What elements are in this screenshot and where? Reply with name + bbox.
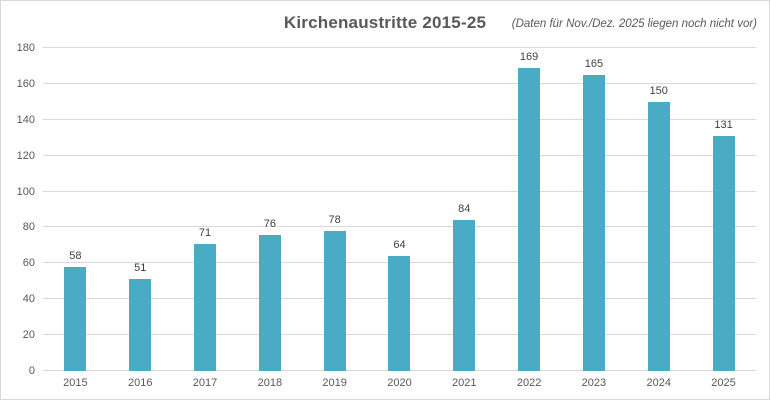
bar-2021 [453, 220, 476, 371]
gridline-y-140 [43, 118, 756, 120]
plot-area: 0 20 40 60 80 100 120 140 160 180 58 2015 51 2016 71 2… [17, 42, 756, 389]
bar-slot-2020: 64 2020 [367, 48, 432, 389]
bar-2018 [258, 234, 281, 371]
bar-2019 [323, 231, 346, 371]
x-axis-tick-label-2023: 2023 [581, 377, 607, 389]
bar-slot-2022: 169 2022 [497, 48, 562, 389]
bar-slot-2017: 71 2017 [173, 48, 238, 389]
y-axis-tick-label: 140 [16, 113, 35, 126]
x-axis-tick-label-2020: 2020 [387, 377, 412, 389]
bar-slot-2025: 131 2025 [691, 48, 756, 389]
chart-title: Kirchenaustritte 2015-25 [283, 13, 487, 32]
x-axis-tick-label-2022: 2022 [516, 377, 542, 389]
bar-2025 [712, 135, 735, 371]
bar-value-label-2022: 169 [519, 50, 539, 63]
bar-2015 [64, 266, 87, 371]
bar-value-label-2023: 165 [584, 57, 604, 70]
bar-2023 [582, 74, 605, 371]
bar-slot-2015: 58 2015 [43, 48, 108, 389]
y-axis-tick-label: 20 [22, 329, 35, 342]
bar-value-label-2015: 58 [69, 249, 82, 262]
bar-value-label-2020: 64 [393, 239, 406, 252]
bar-slot-2021: 84 2021 [432, 48, 497, 389]
bar-2016 [129, 279, 152, 371]
bar-2017 [194, 243, 217, 371]
y-axis-tick-label: 60 [22, 257, 35, 270]
bar-slot-2019: 78 2019 [302, 48, 367, 389]
y-axis-tick-label: 120 [16, 149, 35, 162]
x-axis-tick-label-2024: 2024 [646, 377, 671, 389]
bar-2022 [518, 67, 541, 371]
y-axis-tick-label: 80 [22, 221, 35, 234]
bar-slot-2016: 51 2016 [108, 48, 173, 389]
bars-layer: 58 2015 51 2016 71 2017 76 2018 78 2019 64 2020 84 20… [43, 48, 756, 389]
x-axis-tick-label-2021: 2021 [452, 377, 477, 389]
y-axis-tick-label: 180 [16, 42, 35, 54]
gridline-y-180 [43, 47, 756, 48]
gridline-y-100 [43, 190, 756, 192]
bar-slot-2018: 76 2018 [237, 48, 302, 389]
x-axis-tick-label-2019: 2019 [322, 377, 347, 389]
bar-2024 [647, 101, 670, 371]
x-axis-tick-label-2015: 2015 [63, 377, 88, 389]
bar-value-label-2016: 51 [134, 262, 147, 275]
x-axis-tick-label-2017: 2017 [192, 377, 218, 389]
bar-value-label-2024: 150 [649, 84, 668, 97]
bar-slot-2023: 165 2023 [562, 48, 627, 389]
y-axis-tick-label: 40 [22, 293, 35, 306]
bar-2020 [388, 256, 411, 371]
bar-value-label-2019: 78 [328, 214, 341, 227]
x-axis-tick-label-2018: 2018 [257, 377, 283, 389]
y-axis-tick-label: 0 [28, 365, 35, 377]
chart-subtitle: (Daten für Nov./Dez. 2025 liegen noch ni… [511, 18, 757, 30]
y-axis-tick-label: 100 [16, 185, 35, 198]
x-axis-tick-label-2016: 2016 [127, 377, 153, 389]
x-axis-tick-label-2025: 2025 [711, 377, 736, 389]
bar-value-label-2021: 84 [458, 203, 471, 216]
bar-value-label-2018: 76 [263, 217, 276, 230]
gridline-y-120 [43, 154, 756, 156]
y-axis-tick-label: 160 [16, 77, 35, 90]
gridline-y-160 [43, 82, 756, 84]
bar-value-label-2025: 131 [714, 118, 733, 131]
bar-slot-2024: 150 2024 [626, 48, 691, 389]
gridline-y-80 [43, 226, 756, 228]
bar-value-label-2017: 71 [198, 226, 212, 239]
